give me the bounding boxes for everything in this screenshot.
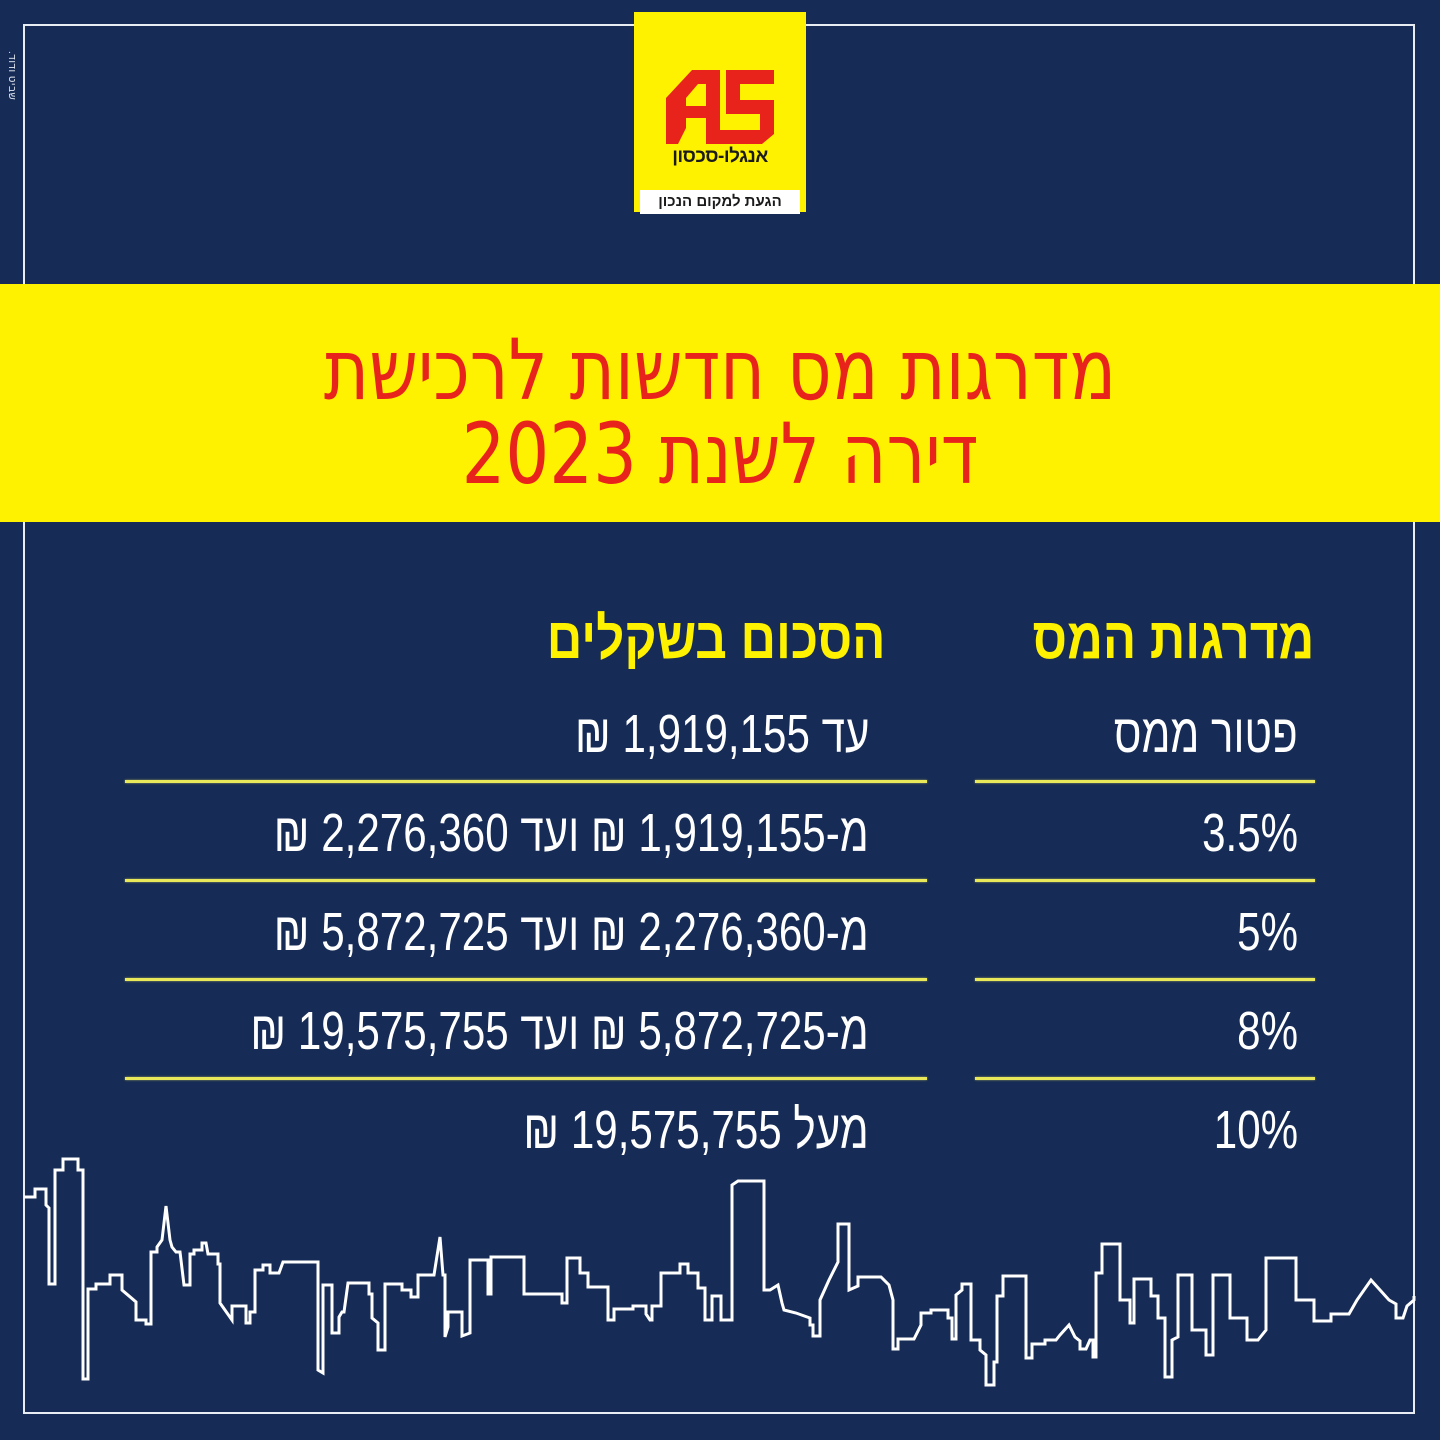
row-amount: מעל 19,575,755 ₪ xyxy=(523,1100,869,1160)
row-divider xyxy=(975,780,1315,783)
row-divider xyxy=(125,1077,927,1080)
row-rate: 3.5% xyxy=(1201,803,1298,863)
row-amount: מ-2,276,360 ₪ ועד 5,872,725 ₪ xyxy=(274,902,869,962)
row-rate: 8% xyxy=(1237,1001,1298,1061)
header-amount: הסכום בשקלים xyxy=(546,606,885,671)
as-logo-icon xyxy=(666,70,774,144)
row-amount: עד 1,919,155 ₪ xyxy=(574,704,869,764)
header-tax-rate: מדרגות המס xyxy=(1032,606,1314,671)
row-rate: 10% xyxy=(1213,1100,1298,1160)
row-divider xyxy=(125,978,927,981)
title-line-1: מדרגות מס חדשות לרכישת xyxy=(323,321,1117,419)
row-rate: פטור ממס xyxy=(1114,704,1298,764)
logo: אנגלו-סכסון הגעת למקום הנכון xyxy=(634,12,806,214)
title-banner: מדרגות מס חדשות לרכישת דירה לשנת 2023 xyxy=(0,284,1440,522)
brand-tagline: הגעת למקום הנכון xyxy=(640,190,800,214)
title-line-2: דירה לשנת 2023 xyxy=(461,405,979,503)
row-rate: 5% xyxy=(1237,902,1298,962)
city-skyline-icon xyxy=(24,1157,1416,1387)
row-divider xyxy=(975,978,1315,981)
photo-credit: שביט ודוד. xyxy=(6,50,17,100)
brand-name: אנגלו-סכסון xyxy=(672,146,768,167)
row-amount: מ-5,872,725 ₪ ועד 19,575,755 ₪ xyxy=(250,1001,869,1061)
row-divider xyxy=(975,879,1315,882)
row-divider xyxy=(125,780,927,783)
row-amount: מ-1,919,155 ₪ ועד 2,276,360 ₪ xyxy=(274,803,869,863)
row-divider xyxy=(975,1077,1315,1080)
row-divider xyxy=(125,879,927,882)
